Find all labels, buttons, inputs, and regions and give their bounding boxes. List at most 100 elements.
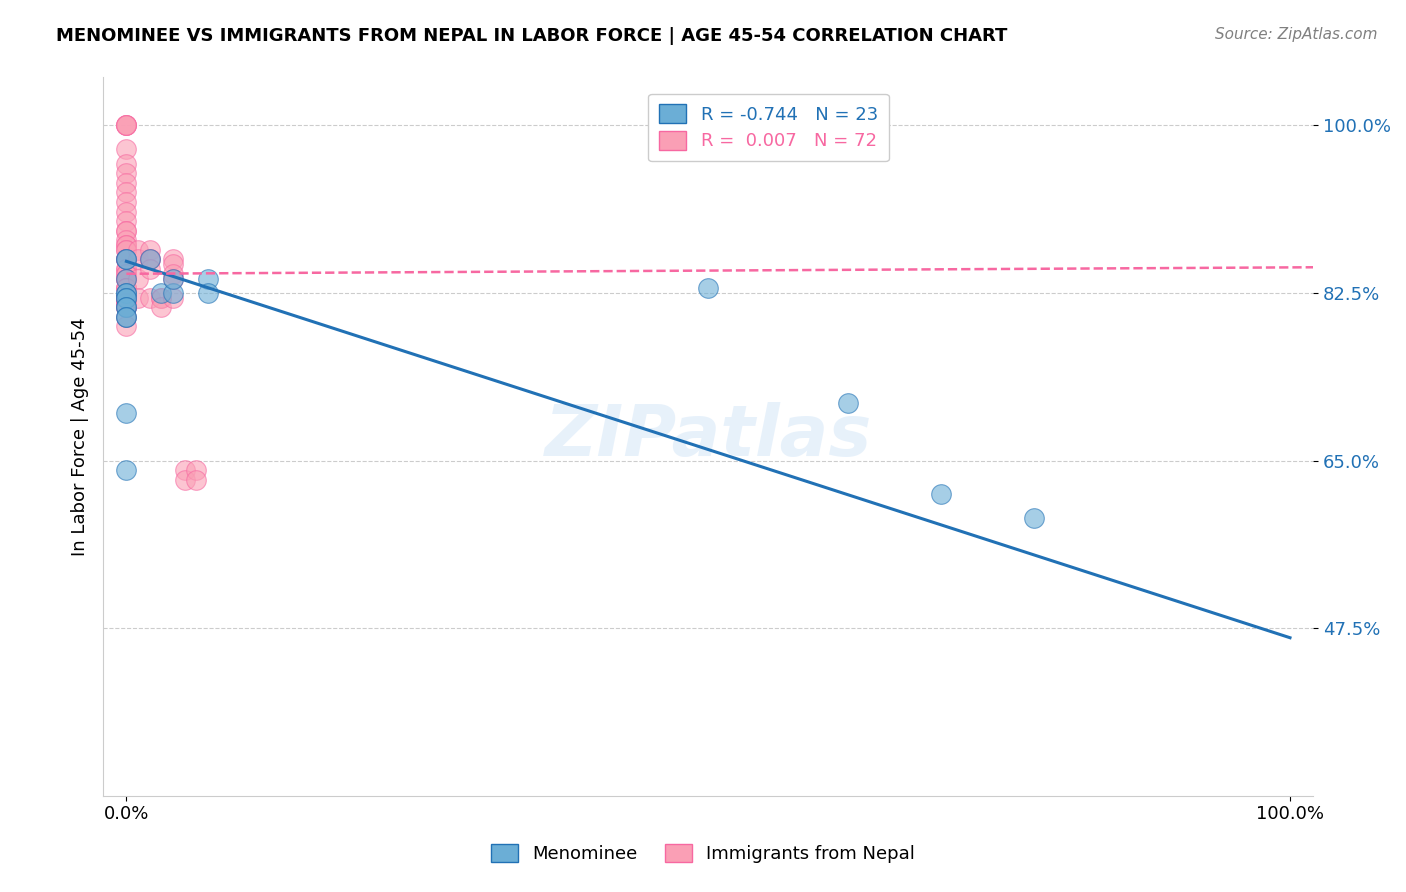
Point [115, 262, 138, 277]
Point [138, 291, 160, 305]
Point [115, 281, 138, 295]
Point [115, 119, 138, 133]
Point [837, 396, 859, 410]
Point [115, 291, 138, 305]
Point [115, 204, 138, 219]
Point [115, 243, 138, 257]
Point [115, 119, 138, 133]
Point [150, 291, 173, 305]
Point [115, 301, 138, 315]
Point [162, 271, 184, 285]
Point [115, 301, 138, 315]
Point [115, 252, 138, 267]
Point [115, 119, 138, 133]
Text: ZIPatlas: ZIPatlas [544, 402, 872, 471]
Point [115, 156, 138, 170]
Point [115, 310, 138, 324]
Point [127, 252, 149, 267]
Point [115, 262, 138, 277]
Point [929, 487, 952, 501]
Point [115, 281, 138, 295]
Legend: R = -0.744   N = 23, R =  0.007   N = 72: R = -0.744 N = 23, R = 0.007 N = 72 [648, 94, 889, 161]
Point [197, 271, 219, 285]
Point [186, 473, 208, 487]
Point [115, 271, 138, 285]
Point [115, 319, 138, 334]
Point [115, 310, 138, 324]
Text: MENOMINEE VS IMMIGRANTS FROM NEPAL IN LABOR FORCE | AGE 45-54 CORRELATION CHART: MENOMINEE VS IMMIGRANTS FROM NEPAL IN LA… [56, 27, 1008, 45]
Point [115, 142, 138, 156]
Point [115, 119, 138, 133]
Point [115, 224, 138, 238]
Point [115, 291, 138, 305]
Point [115, 291, 138, 305]
Point [115, 243, 138, 257]
Point [115, 285, 138, 300]
Point [115, 166, 138, 180]
Point [115, 271, 138, 285]
Point [115, 252, 138, 267]
Point [138, 252, 160, 267]
Point [115, 214, 138, 228]
Point [115, 238, 138, 252]
Point [115, 291, 138, 305]
Point [115, 252, 138, 267]
Point [162, 267, 184, 281]
Point [162, 285, 184, 300]
Point [115, 281, 138, 295]
Legend: Menominee, Immigrants from Nepal: Menominee, Immigrants from Nepal [479, 833, 927, 874]
Point [115, 291, 138, 305]
Point [115, 271, 138, 285]
Point [115, 271, 138, 285]
Point [115, 291, 138, 305]
Point [115, 301, 138, 315]
Point [115, 233, 138, 247]
Point [127, 291, 149, 305]
Point [115, 291, 138, 305]
Point [115, 186, 138, 200]
Y-axis label: In Labor Force | Age 45-54: In Labor Force | Age 45-54 [72, 318, 89, 556]
Point [127, 243, 149, 257]
Point [138, 262, 160, 277]
Point [186, 463, 208, 477]
Point [1022, 511, 1045, 525]
Point [115, 295, 138, 310]
Point [115, 295, 138, 310]
Point [115, 194, 138, 209]
Point [115, 252, 138, 267]
Point [173, 463, 195, 477]
Point [115, 285, 138, 300]
Point [115, 176, 138, 190]
Point [127, 271, 149, 285]
Point [138, 243, 160, 257]
Point [115, 291, 138, 305]
Point [115, 310, 138, 324]
Point [162, 271, 184, 285]
Text: Source: ZipAtlas.com: Source: ZipAtlas.com [1215, 27, 1378, 42]
Point [115, 301, 138, 315]
Point [115, 252, 138, 267]
Point [173, 473, 195, 487]
Point [138, 252, 160, 267]
Point [162, 257, 184, 271]
Point [115, 301, 138, 315]
Point [115, 224, 138, 238]
Point [162, 252, 184, 267]
Point [115, 291, 138, 305]
Point [115, 252, 138, 267]
Point [115, 267, 138, 281]
Point [115, 406, 138, 420]
Point [197, 285, 219, 300]
Point [115, 267, 138, 281]
Point [162, 291, 184, 305]
Point [115, 238, 138, 252]
Point [115, 295, 138, 310]
Point [150, 285, 173, 300]
Point [115, 291, 138, 305]
Point [115, 463, 138, 477]
Point [150, 301, 173, 315]
Point [115, 291, 138, 305]
Point [697, 281, 720, 295]
Point [150, 291, 173, 305]
Point [138, 252, 160, 267]
